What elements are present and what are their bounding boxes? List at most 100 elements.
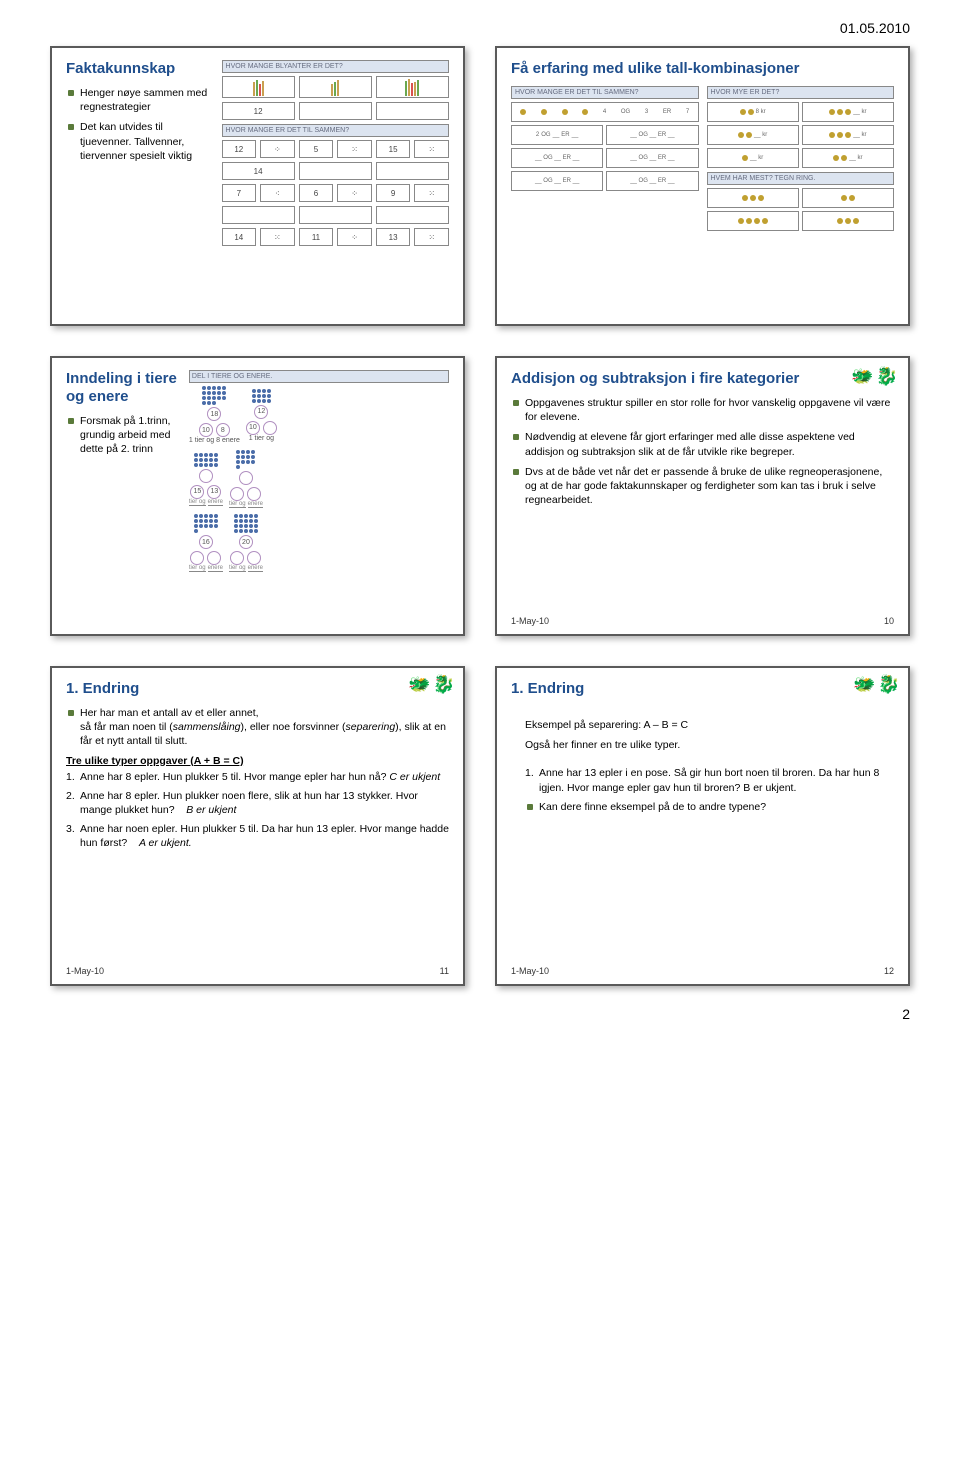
slide4-bullet: Oppgavenes struktur spiller en stor roll… [511,396,894,424]
pencil-group [376,76,449,98]
workbook-title: HVOR MANGE BLYANTER ER DET? [222,60,449,73]
slide-endring-1: 🐲 🐉 1. Endring Her har man et antall av … [50,666,465,986]
footer-date: 1-May-10 [66,966,104,976]
tens-group: 20 tier ogenere [229,514,263,572]
slide5-intro: Her har man et antall av et eller annet,… [66,706,449,749]
workbook-value: ⁙ [414,140,449,158]
slides-grid: Faktakunnskap Henger nøye sammen med reg… [0,46,960,986]
workbook-value: 12 [222,102,295,120]
ring-cell [802,211,894,231]
slide5-item: 2.Anne har 8 epler. Hun plukker noen fle… [66,789,449,817]
slide-endring-2: 🐲 🐉 1. Endring Eksempel på separering: A… [495,666,910,986]
workbook-value: 7 [222,184,257,202]
workbook-value: ⁖ [260,184,295,202]
workbook-value: 12 [222,140,257,158]
slide-inndeling: Inndeling i tiere og enere Forsmak på 1.… [50,356,465,636]
workbook-value: ⁘ [337,184,372,202]
workbook-value [376,102,449,120]
workbook-title: HVOR MYE ER DET? [707,86,895,99]
footer-date: 1-May-10 [511,616,549,626]
tens-group: 1513 tier ogenere [189,453,223,506]
workbook-title: DEL I TIERE OG ENERE. [189,370,449,383]
workbook-value: 14 [222,162,295,180]
workbook-value: ⁘ [337,228,372,246]
combo-cell: __ OG __ ER __ [606,148,698,168]
price-cell: __ kr [802,148,894,168]
slide-faktakunnskap: Faktakunnskap Henger nøye sammen med reg… [50,46,465,326]
slide4-bullet: Nødvendig at elevene får gjort erfaringe… [511,430,894,458]
dragon-icon: 🐉 [876,366,898,387]
price-cell: __ kr [707,125,799,145]
price-cell: __ kr [802,102,894,122]
character-icons: 🐲 🐉 [408,674,455,695]
dragon-icon: 🐉 [433,674,455,695]
slide6-para: Også her finner en tre ulike typer. [525,738,894,752]
workbook-value: ⁙ [414,184,449,202]
footer-pagenum: 10 [884,616,894,626]
workbook-value: ⁘ [260,140,295,158]
workbook-subtitle: HVEM HAR MEST? TEGN RING. [707,172,895,185]
footer-pagenum: 11 [440,966,449,976]
workbook-value [299,162,372,180]
slide6-bullet: Kan dere finne eksempel på de to andre t… [525,800,894,814]
workbook-value: ⁙ [414,228,449,246]
workbook-value [376,162,449,180]
dragon-icon: 🐉 [878,674,900,695]
slide-addisjon-subtraksjon: 🐲 🐉 Addisjon og subtraksjon i fire kateg… [495,356,910,636]
slide5-title: 1. Endring [66,680,449,698]
combo-cell: __ OG __ ER __ [606,171,698,191]
workbook-title: HVOR MANGE ER DET TIL SAMMEN? [511,86,699,99]
page-number: 2 [0,986,960,1042]
slide6-item: 1.Anne har 13 epler i en pose. Så gir hu… [525,766,894,794]
slide4-bullet: Dvs at de både vet når det er passende å… [511,465,894,508]
slide3-bullet: Forsmak på 1.trinn, grundig arbeid med d… [66,414,181,457]
price-cell: __ kr [707,148,799,168]
character-icons: 🐲 🐉 [851,366,898,387]
tens-group: 16 tier ogenere [189,514,223,572]
slide6-para: Eksempel på separering: A – B = C [525,718,894,732]
slide-tall-kombinasjoner: Få erfaring med ulike tall-kombinasjoner… [495,46,910,326]
workbook-value: 14 [222,228,257,246]
slide6-title: 1. Endring [511,680,894,698]
slide4-title: Addisjon og subtraksjon i fire kategorie… [511,370,894,388]
footer-pagenum: 12 [884,966,894,976]
workbook-value [299,206,372,224]
slide1-bullet: Det kan utvides til tjuevenner. Tallvenn… [66,120,212,163]
workbook-value: 11 [299,228,334,246]
slide5-intro-b: så får man noen til (sammenslåing), elle… [80,721,446,747]
workbook-value: ⁙ [260,228,295,246]
price-cell: __ kr [802,125,894,145]
workbook-value [222,206,295,224]
workbook-value: 13 [376,228,411,246]
dragon-icon: 🐲 [851,366,873,387]
workbook-value [376,206,449,224]
slide1-title: Faktakunnskap [66,60,212,78]
slide1-bullet: Henger nøye sammen med regnestrategier [66,86,212,114]
combo-cell: __ OG __ ER __ [606,125,698,145]
dragon-icon: 🐲 [853,674,875,695]
slide5-item: 3.Anne har noen epler. Hun plukker 5 til… [66,822,449,850]
tens-group: 18 108 1 tier og 8 enere [189,386,240,444]
pencil-group [222,76,295,98]
tens-group: 12 10 1 tier og [246,389,277,442]
workbook-value: ⁙ [337,140,372,158]
character-icons: 🐲 🐉 [853,674,900,695]
combo-cell: __ OG __ ER __ [511,148,603,168]
workbook-value [299,102,372,120]
tens-group: tier ogenere [229,450,263,508]
combo-cell: __ OG __ ER __ [511,171,603,191]
combo-row: 4OG3ER7 [511,102,699,122]
price-cell: 8 kr [707,102,799,122]
workbook-title: HVOR MANGE ER DET TIL SAMMEN? [222,124,449,137]
workbook-value: 5 [299,140,334,158]
ring-cell [707,188,799,208]
footer-date: 1-May-10 [511,966,549,976]
workbook-value: 9 [376,184,411,202]
page-date: 01.05.2010 [0,0,960,46]
combo-cell: 2 OG __ ER __ [511,125,603,145]
slide5-item: 1.Anne har 8 epler. Hun plukker 5 til. H… [66,770,449,784]
dragon-icon: 🐲 [408,674,430,695]
slide3-title: Inndeling i tiere og enere [66,370,181,406]
workbook-value: 6 [299,184,334,202]
slide5-subhead: Tre ulike typer oppgaver (A + B = C) [66,755,449,767]
